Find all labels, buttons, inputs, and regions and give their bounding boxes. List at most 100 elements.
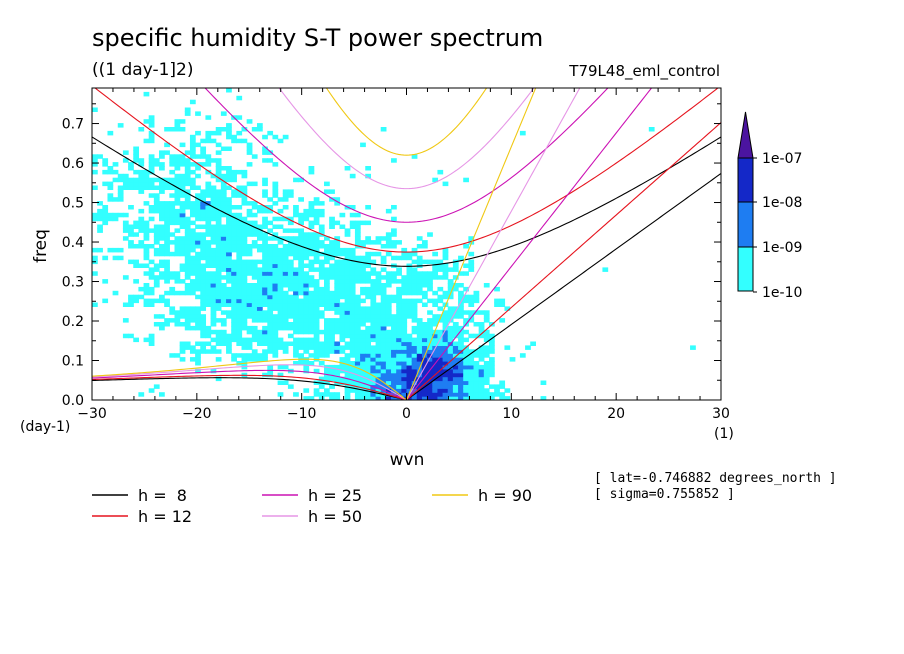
spectrum-cell (298, 263, 304, 268)
spectrum-cell (220, 286, 227, 292)
spectrum-cell (365, 240, 372, 245)
spectrum-cell (179, 189, 186, 194)
spectrum-cell (210, 247, 217, 253)
spectrum-cell (396, 376, 402, 382)
spectrum-cell (427, 388, 433, 393)
spectrum-cell (391, 361, 397, 366)
spectrum-cell (148, 158, 155, 163)
spectrum-cell (324, 380, 330, 385)
spectrum-cell (421, 329, 428, 335)
spectrum-cell (432, 349, 439, 354)
spectrum-cell (391, 337, 397, 343)
spectrum-cell (298, 353, 304, 358)
spectrum-cell (277, 325, 284, 331)
spectrum-cell (365, 357, 372, 362)
spectrum-cell (344, 275, 351, 280)
spectrum-cell (174, 201, 181, 206)
spectrum-cell (499, 298, 506, 304)
spectrum-cell (138, 220, 145, 226)
spectrum-cell (308, 298, 315, 304)
spectrum-cell (375, 392, 382, 397)
spectrum-cell (241, 138, 248, 144)
spectrum-cell (360, 279, 366, 284)
spectrum-cell (298, 259, 304, 265)
spectrum-cell (159, 189, 165, 194)
spectrum-cell (262, 333, 268, 339)
spectrum-cell (452, 314, 459, 319)
spectrum-cell (354, 294, 361, 300)
spectrum-cell (298, 329, 304, 335)
spectrum-cell (220, 337, 227, 343)
spectrum-cell (241, 353, 248, 358)
spectrum-cell (391, 255, 397, 261)
spectrum-cell (452, 372, 459, 378)
spectrum-cell (282, 294, 289, 300)
spectrum-cell (92, 271, 98, 276)
spectrum-cell (354, 306, 361, 311)
spectrum-cell (179, 177, 186, 183)
spectrum-cell (293, 329, 299, 335)
spectrum-cell (396, 322, 402, 327)
spectrum-cell (231, 298, 237, 304)
spectrum-cell (344, 333, 351, 339)
spectrum-cell (442, 318, 449, 323)
spectrum-cell (334, 341, 341, 346)
spectrum-cell (220, 310, 227, 315)
spectrum-cell (370, 333, 377, 339)
spectrum-cell (102, 205, 109, 210)
spectrum-cell (329, 271, 335, 276)
spectrum-cell (318, 201, 325, 206)
spectrum-cell (365, 286, 372, 292)
spectrum-cell (231, 240, 237, 245)
spectrum-cell (267, 267, 274, 272)
spectrum-cell (391, 384, 397, 389)
spectrum-cell (189, 357, 196, 362)
spectrum-cell (442, 325, 449, 331)
spectrum-cell (174, 208, 181, 214)
spectrum-cell (282, 197, 289, 202)
spectrum-cell (256, 127, 263, 132)
spectrum-cell (195, 232, 201, 237)
spectrum-cell (246, 302, 253, 307)
spectrum-cell (226, 224, 232, 229)
spectrum-cell (107, 166, 114, 171)
spectrum-cell (200, 306, 207, 311)
spectrum-cell (452, 376, 459, 382)
y-tick-label: 0.6 (62, 156, 84, 172)
spectrum-cell (385, 337, 392, 343)
spectrum-cell (226, 127, 232, 132)
spectrum-cell (329, 364, 335, 370)
spectrum-cell (349, 333, 356, 339)
spectrum-cell (401, 337, 408, 343)
spectrum-cell (349, 376, 356, 382)
spectrum-cell (262, 232, 268, 237)
dispersion-curves (92, 88, 721, 400)
spectrum-cell (133, 220, 140, 226)
spectrum-cell (236, 169, 243, 175)
spectrum-cell (447, 361, 454, 366)
spectrum-cell (458, 294, 464, 300)
spectrum-cell (205, 232, 212, 237)
spectrum-cell (421, 388, 428, 393)
spectrum-cell (437, 388, 444, 393)
spectrum-cell (427, 349, 433, 354)
spectrum-cell (184, 201, 191, 206)
spectrum-cell (483, 364, 490, 370)
spectrum-cell (184, 169, 191, 175)
spectrum-cell (483, 337, 490, 343)
spectrum-cell (452, 267, 459, 272)
spectrum-cell (442, 290, 449, 296)
spectrum-cell (210, 271, 217, 276)
spectrum-cell (380, 236, 387, 241)
spectrum-cell (226, 216, 232, 222)
spectrum-cell (262, 193, 268, 198)
spectrum-cell (262, 247, 268, 253)
spectrum-cell (349, 275, 356, 280)
spectrum-cell (447, 314, 454, 319)
spectrum-cell (241, 228, 248, 233)
spectrum-cell (220, 177, 227, 183)
spectrum-cell (267, 298, 274, 304)
spectrum-cell (143, 286, 150, 292)
spectrum-cell (298, 271, 304, 276)
spectrum-cell (189, 290, 196, 296)
